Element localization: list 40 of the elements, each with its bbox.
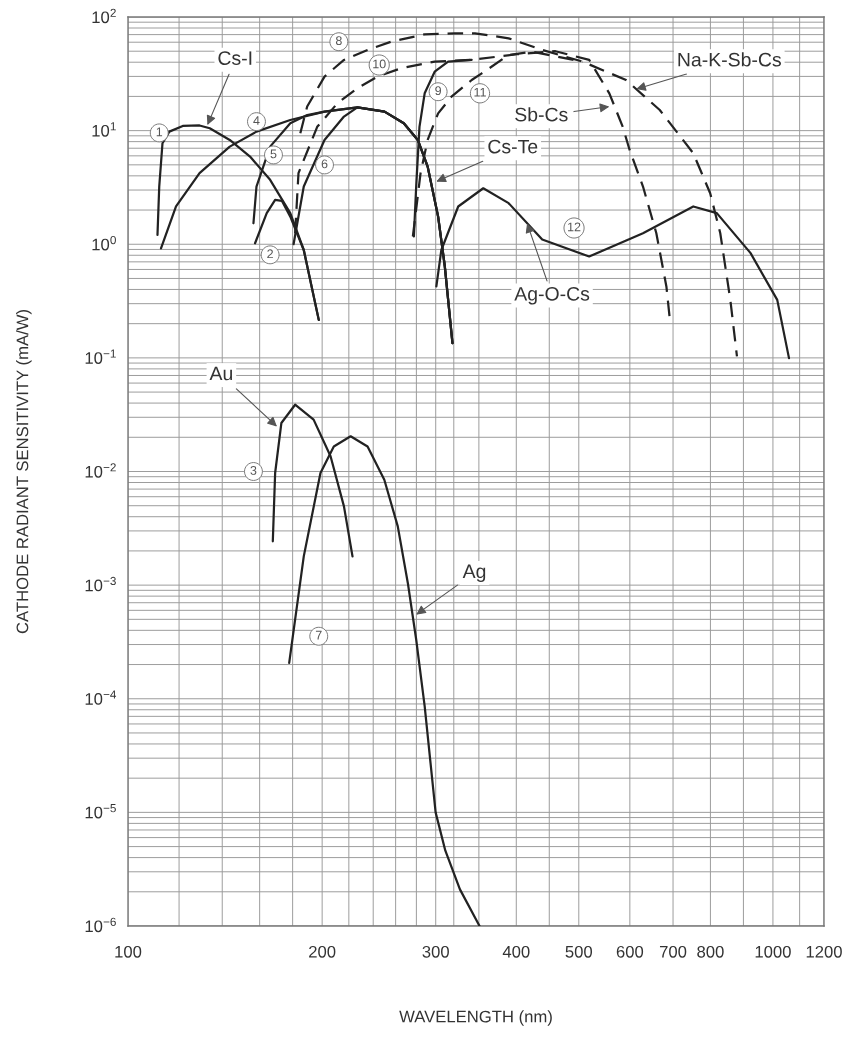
- annotation: Ag: [462, 564, 486, 583]
- y-tick-label: 10$^{0}$: [92, 235, 116, 251]
- annotation: 10: [373, 59, 386, 69]
- x-tick-label: 400: [502, 945, 530, 958]
- annotation: Ag-O-Cs: [514, 286, 590, 305]
- annotation: Cs-I: [218, 51, 252, 65]
- y-tick-label: 10$^{−2}$: [85, 463, 116, 478]
- y-tick-label: 10$^{2}$: [92, 8, 116, 24]
- annotation: 1: [156, 127, 163, 137]
- annotation: 11: [474, 87, 486, 97]
- annotation: 2: [267, 249, 273, 259]
- annotation: 12: [568, 222, 581, 232]
- y-tick-label: 10$^{1}$: [92, 122, 116, 137]
- y-tick-label: 10$^{−1}$: [85, 349, 116, 364]
- x-tick-label: 100: [115, 945, 142, 958]
- annotation: 4: [253, 116, 260, 125]
- x-tick-label: 300: [422, 945, 449, 958]
- y-tick-label: 10$^{−6}$: [85, 917, 116, 933]
- y-tick-label: 10$^{−4}$: [85, 690, 117, 705]
- annotation: Au: [209, 366, 232, 381]
- annotation: 6: [321, 159, 328, 169]
- x-tick-label: 700: [659, 945, 687, 958]
- annotation: Na-K-Sb-Cs: [678, 52, 781, 67]
- x-tick-label: 200: [309, 945, 336, 958]
- x-tick-label: 1200: [806, 945, 842, 958]
- y-tick-label: 10$^{−5}$: [85, 804, 116, 819]
- x-tick-label: 1000: [755, 945, 791, 958]
- y-axis-title: CATHODE RADIANT SENSITIVITY (mA/W): [16, 310, 32, 634]
- annotation: 5: [270, 149, 277, 159]
- y-tick-label: 10$^{−3}$: [85, 576, 116, 592]
- annotation: Cs-Te: [488, 139, 538, 154]
- x-axis-title: WAVELENGTH (nm): [399, 1010, 552, 1026]
- annotation: 8: [335, 36, 342, 46]
- annotation: Sb-Cs: [515, 107, 568, 122]
- annotation: 7: [315, 630, 322, 640]
- x-tick-label: 600: [616, 945, 644, 958]
- x-tick-label: 800: [697, 945, 724, 958]
- annotation: 9: [435, 86, 442, 96]
- x-tick-label: 500: [565, 945, 593, 958]
- annotation: 3: [250, 466, 257, 475]
